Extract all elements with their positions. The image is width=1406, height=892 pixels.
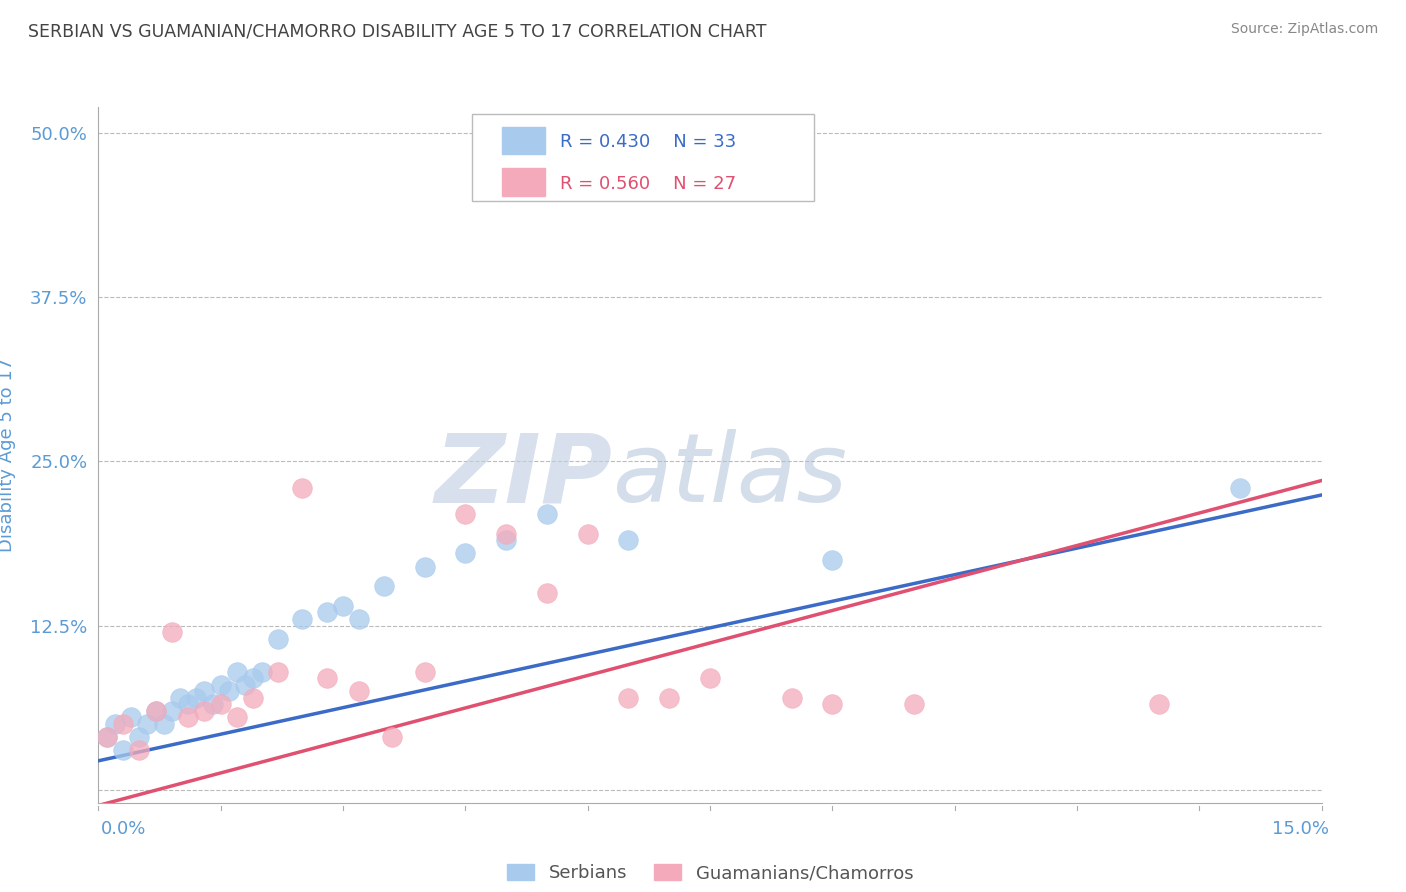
Point (120, 710, 142, 724)
Text: R = 0.560    N = 27: R = 0.560 N = 27 (560, 175, 735, 193)
Point (780, 690, 803, 705)
Point (617, 533, 640, 548)
Point (226, 710, 249, 724)
Point (1147, 698, 1170, 712)
Point (291, 481, 314, 495)
Point (186, 690, 208, 705)
Point (315, 671, 337, 685)
Text: SERBIAN VS GUAMANIAN/CHAMORRO DISABILITY AGE 5 TO 17 CORRELATION CHART: SERBIAN VS GUAMANIAN/CHAMORRO DISABILITY… (28, 22, 766, 40)
Text: Source: ZipAtlas.com: Source: ZipAtlas.com (1230, 22, 1378, 37)
Bar (502, 169, 546, 196)
Point (821, 698, 844, 712)
Point (233, 678, 256, 692)
Point (291, 612, 314, 626)
Point (381, 730, 404, 744)
Point (128, 730, 150, 744)
Point (413, 559, 436, 574)
Point (267, 665, 290, 679)
Point (136, 717, 159, 731)
Point (111, 743, 134, 757)
Y-axis label: Disability Age 5 to 17: Disability Age 5 to 17 (0, 358, 15, 552)
Point (152, 717, 174, 731)
Text: 15.0%: 15.0% (1271, 820, 1329, 838)
Point (454, 546, 477, 560)
Point (209, 698, 232, 712)
Point (128, 743, 150, 757)
Text: atlas: atlas (612, 429, 848, 523)
Text: ZIP: ZIP (434, 429, 612, 523)
Point (315, 606, 337, 620)
Point (145, 704, 167, 718)
Point (160, 625, 183, 640)
Point (193, 704, 215, 718)
Point (177, 698, 200, 712)
Point (454, 507, 477, 521)
Point (349, 684, 371, 698)
Point (413, 665, 436, 679)
Bar (502, 127, 546, 154)
Point (658, 690, 681, 705)
Legend: Serbians, Guamanians/Chamorros: Serbians, Guamanians/Chamorros (498, 855, 922, 891)
Point (332, 599, 354, 613)
Point (576, 526, 599, 541)
Point (699, 671, 721, 685)
Point (903, 698, 925, 712)
Point (242, 690, 264, 705)
Point (169, 690, 191, 705)
Point (145, 704, 167, 718)
Point (226, 665, 249, 679)
Point (536, 586, 558, 600)
Point (373, 579, 395, 593)
Text: R = 0.430    N = 33: R = 0.430 N = 33 (560, 133, 735, 151)
Text: 0.0%: 0.0% (101, 820, 146, 838)
Point (536, 507, 558, 521)
Point (349, 612, 371, 626)
Point (209, 678, 232, 692)
Point (495, 533, 517, 548)
Point (218, 684, 240, 698)
Point (617, 690, 640, 705)
Point (250, 665, 273, 679)
Point (193, 684, 215, 698)
Point (104, 717, 127, 731)
Point (111, 717, 134, 731)
Point (160, 704, 183, 718)
Point (96, 730, 118, 744)
Point (821, 553, 844, 567)
Point (201, 698, 224, 712)
Point (96, 730, 118, 744)
FancyBboxPatch shape (471, 114, 814, 201)
Point (177, 710, 200, 724)
Point (267, 632, 290, 646)
Point (242, 671, 264, 685)
Point (495, 526, 517, 541)
Point (1229, 481, 1251, 495)
